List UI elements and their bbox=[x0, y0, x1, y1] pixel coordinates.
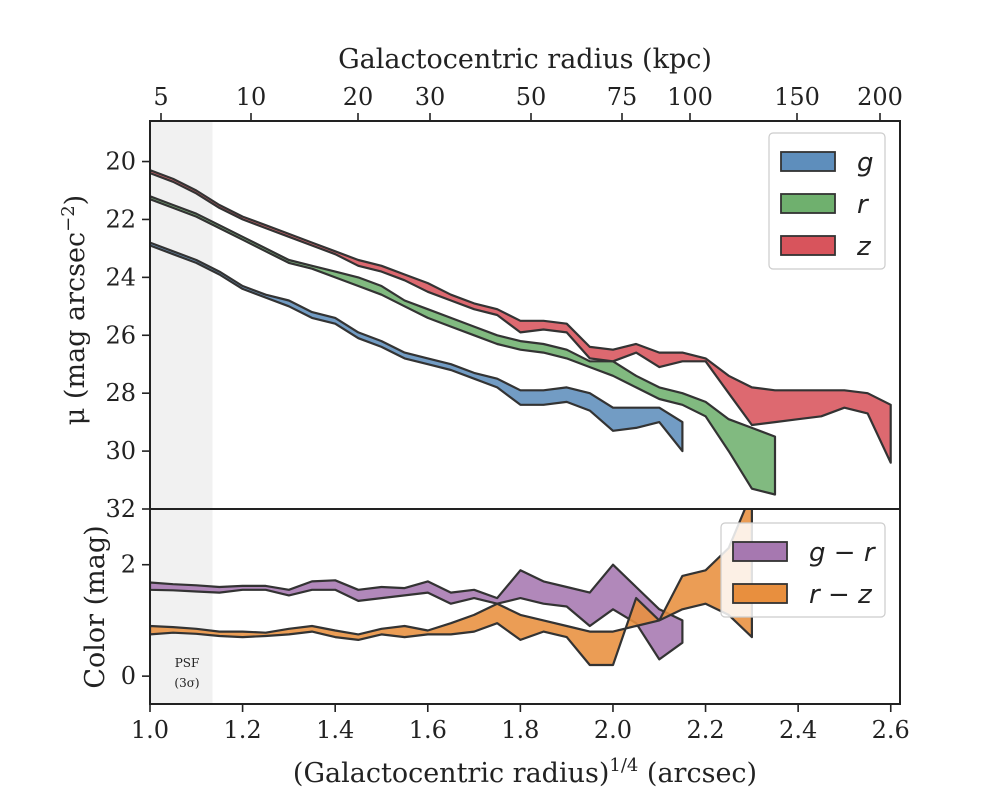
psf-sigma-label: (3σ) bbox=[174, 676, 199, 690]
top-x-tick-label: 5 bbox=[153, 83, 168, 111]
legend-swatch bbox=[732, 583, 788, 604]
bottom-y-axis-title: Color (mag) bbox=[80, 525, 111, 688]
top-x-tick-label: 100 bbox=[667, 83, 713, 111]
color-panel: PSF (3σ) 0 2 1.0 1.2 1.4 1.6 1.8 2.0 2.2 2.4 2.6 g − … bbox=[121, 508, 910, 744]
top-x-axis-title: Galactocentric radius (kpc) bbox=[338, 44, 712, 75]
legend-label: r bbox=[857, 190, 870, 220]
y-tick-label: 30 bbox=[105, 437, 136, 465]
legend-swatch bbox=[780, 151, 836, 172]
legend-swatch bbox=[732, 541, 788, 562]
top-x-tick-label: 150 bbox=[774, 83, 820, 111]
x-tick-label: 1.6 bbox=[409, 716, 447, 744]
band-g bbox=[150, 241, 684, 453]
top-x-tick-label: 20 bbox=[343, 83, 374, 111]
psf-region-bottom bbox=[150, 509, 213, 704]
bottom-frame bbox=[149, 508, 901, 705]
y-tick-label: 28 bbox=[105, 379, 136, 407]
surface-brightness-panel: 20 22 24 26 28 30 32 5 10 20 30 50 75 100 150 200 grz bbox=[105, 83, 902, 523]
y-tick-label: 32 bbox=[105, 495, 136, 523]
top-x-tick-label: 30 bbox=[415, 83, 446, 111]
axis-labels: Galactocentric radius (kpc) μ (mag arcse… bbox=[58, 44, 757, 789]
y-tick-label: 20 bbox=[105, 148, 136, 176]
legend-label: g − r bbox=[809, 538, 877, 568]
band-r bbox=[150, 195, 777, 496]
band-z bbox=[150, 169, 892, 464]
x-tick-label: 1.2 bbox=[224, 716, 262, 744]
legend-label: z bbox=[856, 232, 872, 262]
psf-label: PSF bbox=[175, 656, 200, 670]
band-rz bbox=[150, 509, 753, 667]
color-y-tick-label: 2 bbox=[121, 551, 136, 579]
x-tick-label: 1.8 bbox=[501, 716, 539, 744]
x-tick-label: 1.4 bbox=[316, 716, 354, 744]
x-tick-label: 2.2 bbox=[686, 716, 724, 744]
legend-swatch bbox=[780, 193, 836, 214]
top-x-tick-label: 75 bbox=[607, 83, 638, 111]
x-axis-title: (Galactocentric radius)1/4 (arcsec) bbox=[293, 755, 757, 789]
psf-region-top bbox=[150, 121, 213, 509]
x-tick-label: 2.6 bbox=[872, 716, 910, 744]
legend-label: g bbox=[857, 148, 874, 178]
color-y-tick-label: 0 bbox=[121, 662, 136, 690]
top-x-tick-label: 200 bbox=[857, 83, 903, 111]
y-tick-label: 26 bbox=[105, 321, 136, 349]
x-tick-label: 1.0 bbox=[131, 716, 169, 744]
y-tick-label: 24 bbox=[105, 263, 136, 291]
legend-swatch bbox=[780, 235, 836, 256]
band-gr bbox=[150, 563, 684, 661]
legend-label: r − z bbox=[809, 580, 873, 610]
x-tick-label: 2.4 bbox=[779, 716, 817, 744]
x-tick-label: 2.0 bbox=[594, 716, 632, 744]
top-y-axis-title: μ (mag arcsec−2) bbox=[58, 195, 91, 425]
top-x-tick-label: 10 bbox=[236, 83, 267, 111]
top-x-tick-label: 50 bbox=[516, 83, 547, 111]
y-tick-label: 22 bbox=[105, 205, 136, 233]
